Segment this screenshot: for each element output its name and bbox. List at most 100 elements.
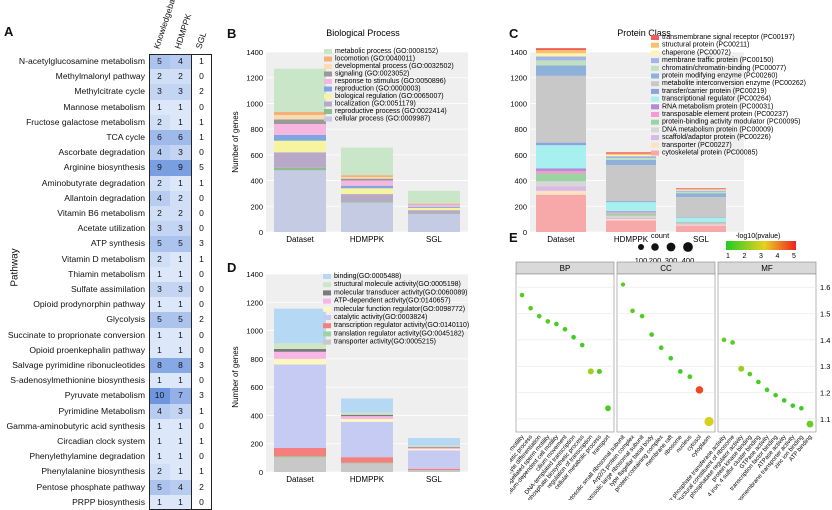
bar-segment: [408, 213, 460, 214]
heatmap-cell: 4: [170, 480, 191, 495]
bar-segment: [408, 191, 460, 203]
y-tick-label: 1.2: [820, 389, 830, 398]
bar-segment: [274, 112, 326, 115]
y-tick-label: 200: [250, 440, 263, 449]
legend-swatch: [651, 66, 659, 71]
heatmap-cell: 1: [149, 297, 170, 312]
bar-segment: [274, 170, 326, 232]
heatmap-cell: 2: [149, 115, 170, 130]
heatmap-row-label: Ascorbate degradation: [59, 147, 145, 157]
legend-swatch: [651, 81, 659, 86]
heatmap-row-label: Circadian clock system: [57, 436, 145, 446]
dot-point: [687, 374, 692, 379]
heatmap-cell: 5: [149, 312, 170, 327]
bar-segment: [606, 156, 656, 158]
heatmap-row-label: Opioid proenkephalin pathway: [29, 345, 145, 355]
legend-label: response to stimulus (GO:0050896): [335, 78, 446, 85]
heatmap-cell: 1: [191, 130, 212, 145]
bar-segment: [676, 193, 726, 197]
heatmap-cell: 0: [191, 328, 212, 343]
bar-segment: [408, 447, 460, 448]
dot-point: [722, 338, 727, 343]
dot-point: [659, 345, 664, 350]
heatmap-row-label: Aminobutyrate degradation: [42, 178, 145, 188]
legend-swatch: [323, 315, 331, 320]
legend-label: DNA metabolism protein (PC00009): [662, 126, 773, 133]
bar-segment: [676, 225, 726, 226]
heatmap-cell: 0: [191, 419, 212, 434]
dot-point: [807, 421, 814, 428]
y-axis-label: Number of genes: [231, 111, 240, 172]
y-tick-label: 1.3: [820, 362, 830, 371]
heatmap-cell: 1: [191, 464, 212, 479]
y-tick-label: 400: [514, 177, 527, 186]
y-tick-label: 0: [259, 228, 263, 237]
bar-segment: [341, 415, 393, 416]
heatmap-column-label: SGL: [193, 31, 208, 50]
heatmap-cell: 2: [191, 480, 212, 495]
heatmap-cell: 1: [149, 495, 170, 510]
bar-segment: [408, 438, 460, 445]
bar-segment: [606, 154, 656, 155]
y-tick-label: 400: [250, 411, 263, 420]
dot-point: [563, 327, 568, 332]
bar-segment: [536, 143, 586, 146]
heatmap-cell: 0: [191, 100, 212, 115]
legend-swatch: [651, 143, 659, 148]
heatmap-cell: 8: [170, 358, 191, 373]
color-legend-tick: 1: [726, 253, 730, 260]
legend-swatch: [324, 117, 332, 122]
legend-swatch: [323, 274, 331, 279]
bar-segment: [536, 168, 586, 171]
bar-segment: [341, 202, 393, 232]
heatmap-row-label: Opioid prodynorphin pathway: [33, 299, 145, 309]
bar-segment: [341, 188, 393, 194]
bar-segment: [408, 449, 460, 450]
facet-label: MF: [761, 264, 773, 273]
heatmap-cell: 2: [170, 69, 191, 84]
bar-segment: [274, 343, 326, 349]
heatmap-cell: 1: [191, 434, 212, 449]
bar-segment: [676, 189, 726, 190]
legend-label: biological regulation (GO:0065007): [335, 93, 444, 100]
bar-segment: [341, 464, 393, 472]
bar-segment: [341, 186, 393, 189]
heatmap-row-label: Methylcitrate cycle: [74, 86, 145, 96]
heatmap-cell: 2: [170, 206, 191, 221]
bar-segment: [274, 120, 326, 125]
heatmap-row-label: Pentose phosphate pathway: [37, 482, 145, 492]
legend-swatch: [324, 109, 332, 114]
legend-label: metabolite interconversion enzyme (PC002…: [662, 80, 806, 87]
heatmap-cell: 2: [170, 191, 191, 206]
y-tick-label: 800: [514, 125, 527, 134]
legend-label: protein modifying enzyme (PC00260): [662, 73, 778, 80]
bar-segment: [408, 448, 460, 449]
legend-label: transcription regulator activity(GO:0140…: [334, 322, 469, 329]
legend-swatch: [651, 151, 659, 156]
bar-segment: [274, 458, 326, 472]
color-legend-tick: 4: [776, 253, 780, 260]
heatmap-cell: 5: [149, 54, 170, 69]
heatmap-cell: 1: [170, 343, 191, 358]
heatmap-cell: 1: [170, 495, 191, 510]
dot-point: [580, 343, 585, 348]
bar-segment: [274, 168, 326, 171]
bar-segment: [408, 208, 460, 210]
heatmap-row-label: PRPP biosynthesis: [72, 497, 145, 507]
chart-title: Biological Process: [326, 28, 400, 38]
heatmap-cell: 1: [191, 54, 212, 69]
heatmap-cell: 3: [191, 358, 212, 373]
y-tick-label: 1200: [246, 74, 263, 83]
legend-label: chaperone (PC00072): [662, 49, 731, 56]
dot-point: [588, 368, 594, 374]
bar-segment: [606, 202, 656, 211]
y-tick-label: 600: [250, 383, 263, 392]
heatmap-cell: 0: [191, 69, 212, 84]
bar-segment: [341, 194, 393, 201]
legend-label: locomotion (GO:0040011): [335, 56, 415, 63]
heatmap-row-label: Glycolysis: [106, 314, 145, 324]
legend-swatch: [323, 290, 331, 295]
bar-segment: [274, 135, 326, 141]
bar-segment: [408, 210, 460, 213]
